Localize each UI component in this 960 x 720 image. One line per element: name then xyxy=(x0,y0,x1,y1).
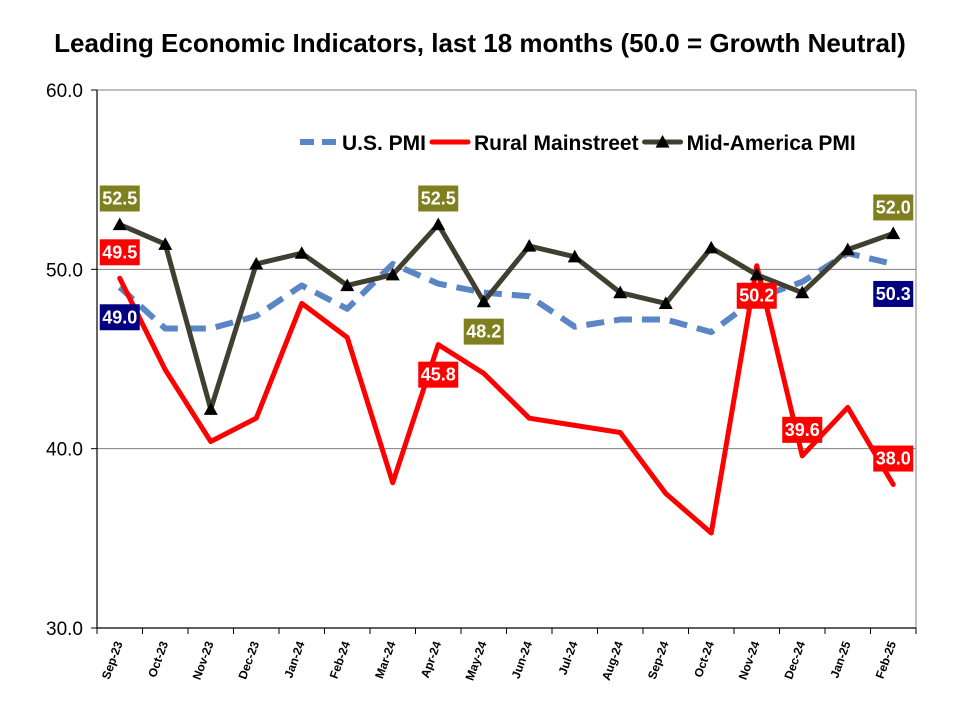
legend-item: Mid-America PMI xyxy=(642,132,856,155)
data-label-box xyxy=(873,445,914,472)
data-point-triangle xyxy=(340,278,355,292)
data-label: 45.8 xyxy=(418,361,459,388)
data-label: 48.2 xyxy=(463,318,504,345)
x-tick-label: Oct-23 xyxy=(145,639,171,679)
legend-label: Mid-America PMI xyxy=(687,132,856,155)
y-tick-label: 40.0 xyxy=(46,440,83,461)
data-point-triangle xyxy=(658,296,673,310)
legend: U.S. PMI Rural Mainstreet Mid-America PMI xyxy=(300,132,856,155)
chart-title: Leading Economic Indicators, last 18 mon… xyxy=(54,28,906,58)
x-tick-label: Dec-24 xyxy=(781,639,808,681)
data-point-triangle xyxy=(249,256,264,270)
data-point-triangle xyxy=(476,294,491,308)
data-point-triangle xyxy=(294,246,309,259)
data-point-triangle xyxy=(749,267,764,281)
x-tick-label: Sep-24 xyxy=(645,639,672,681)
data-point-triangle xyxy=(385,267,400,281)
legend-label: U.S. PMI xyxy=(342,132,426,155)
series-u-s-pmi xyxy=(117,250,894,336)
x-tick-label: May-24 xyxy=(462,639,489,682)
x-tick-label: Oct-24 xyxy=(691,639,717,679)
data-label: 52.5 xyxy=(99,185,140,212)
data-label-box xyxy=(99,185,140,212)
legend-marker xyxy=(655,135,670,148)
y-tick-label: 50.0 xyxy=(46,260,83,281)
series-mid-america-pmi xyxy=(112,217,901,415)
data-point-triangle xyxy=(522,239,537,252)
x-tick-label: Nov-23 xyxy=(190,639,217,682)
data-label-text: 52.5 xyxy=(102,189,137,209)
legend-item: U.S. PMI xyxy=(300,132,426,155)
data-label-text: 52.0 xyxy=(876,197,911,217)
data-label: 52.0 xyxy=(873,194,914,221)
x-tick-label: Mar-24 xyxy=(372,639,398,680)
data-label-text: 50.2 xyxy=(739,286,774,306)
data-label-box xyxy=(782,416,823,443)
y-tick-label: 30.0 xyxy=(46,619,83,640)
legend-item: Rural Mainstreet xyxy=(429,132,639,155)
data-label-box xyxy=(873,280,914,307)
x-tick-label: Jan-25 xyxy=(827,639,853,680)
series-line xyxy=(117,263,896,536)
x-tick-label: Dec-23 xyxy=(235,639,262,681)
data-label-box xyxy=(873,194,914,221)
data-label: 50.2 xyxy=(736,282,777,309)
data-label: 49.0 xyxy=(99,304,140,331)
x-tick-label: Jun-24 xyxy=(509,639,535,680)
series-rural-mainstreet xyxy=(117,263,896,536)
data-label-box xyxy=(418,361,459,388)
data-label: 50.3 xyxy=(873,280,914,307)
data-label: 49.5 xyxy=(99,239,140,266)
x-tick-label: Jan-24 xyxy=(281,639,307,680)
data-label-text: 39.6 xyxy=(785,420,820,440)
data-label-box xyxy=(99,304,140,331)
data-label-text: 45.8 xyxy=(421,365,456,385)
x-tick-label: Feb-24 xyxy=(327,639,353,680)
data-label-text: 52.5 xyxy=(421,189,456,209)
data-point-triangle xyxy=(158,237,173,250)
y-tick-label: 60.0 xyxy=(46,81,83,102)
data-point-triangle xyxy=(112,217,127,231)
data-label: 38.0 xyxy=(873,445,914,472)
data-label-box xyxy=(418,185,459,212)
data-label: 39.6 xyxy=(782,416,823,443)
data-point-triangle xyxy=(567,249,582,263)
data-point-triangle xyxy=(613,285,628,299)
data-label-box xyxy=(736,282,777,309)
x-tick-label: Nov-24 xyxy=(736,639,763,682)
series-line xyxy=(117,250,894,336)
legend-label: Rural Mainstreet xyxy=(474,132,639,155)
data-label-text: 49.5 xyxy=(102,242,137,262)
data-label-box xyxy=(99,239,140,266)
x-tick-label: Sep-23 xyxy=(99,639,126,681)
data-point-triangle xyxy=(840,242,855,256)
data-label-box xyxy=(463,318,504,345)
data-point-triangle xyxy=(431,217,446,231)
data-label-text: 50.3 xyxy=(876,284,911,304)
x-tick-label: Aug-24 xyxy=(599,639,626,682)
data-label: 52.5 xyxy=(418,185,459,212)
data-label-text: 38.0 xyxy=(876,449,911,469)
data-point-triangle xyxy=(886,226,901,240)
data-point-triangle xyxy=(795,285,810,299)
x-tick-label: Jul-24 xyxy=(556,639,581,677)
series-line xyxy=(117,222,896,412)
data-point-triangle xyxy=(203,402,218,415)
x-tick-label: Feb-25 xyxy=(873,639,899,680)
x-tick-label: Apr-24 xyxy=(418,639,444,680)
data-label-text: 48.2 xyxy=(466,322,501,342)
data-point-triangle xyxy=(704,240,719,254)
data-label-text: 49.0 xyxy=(102,307,137,327)
